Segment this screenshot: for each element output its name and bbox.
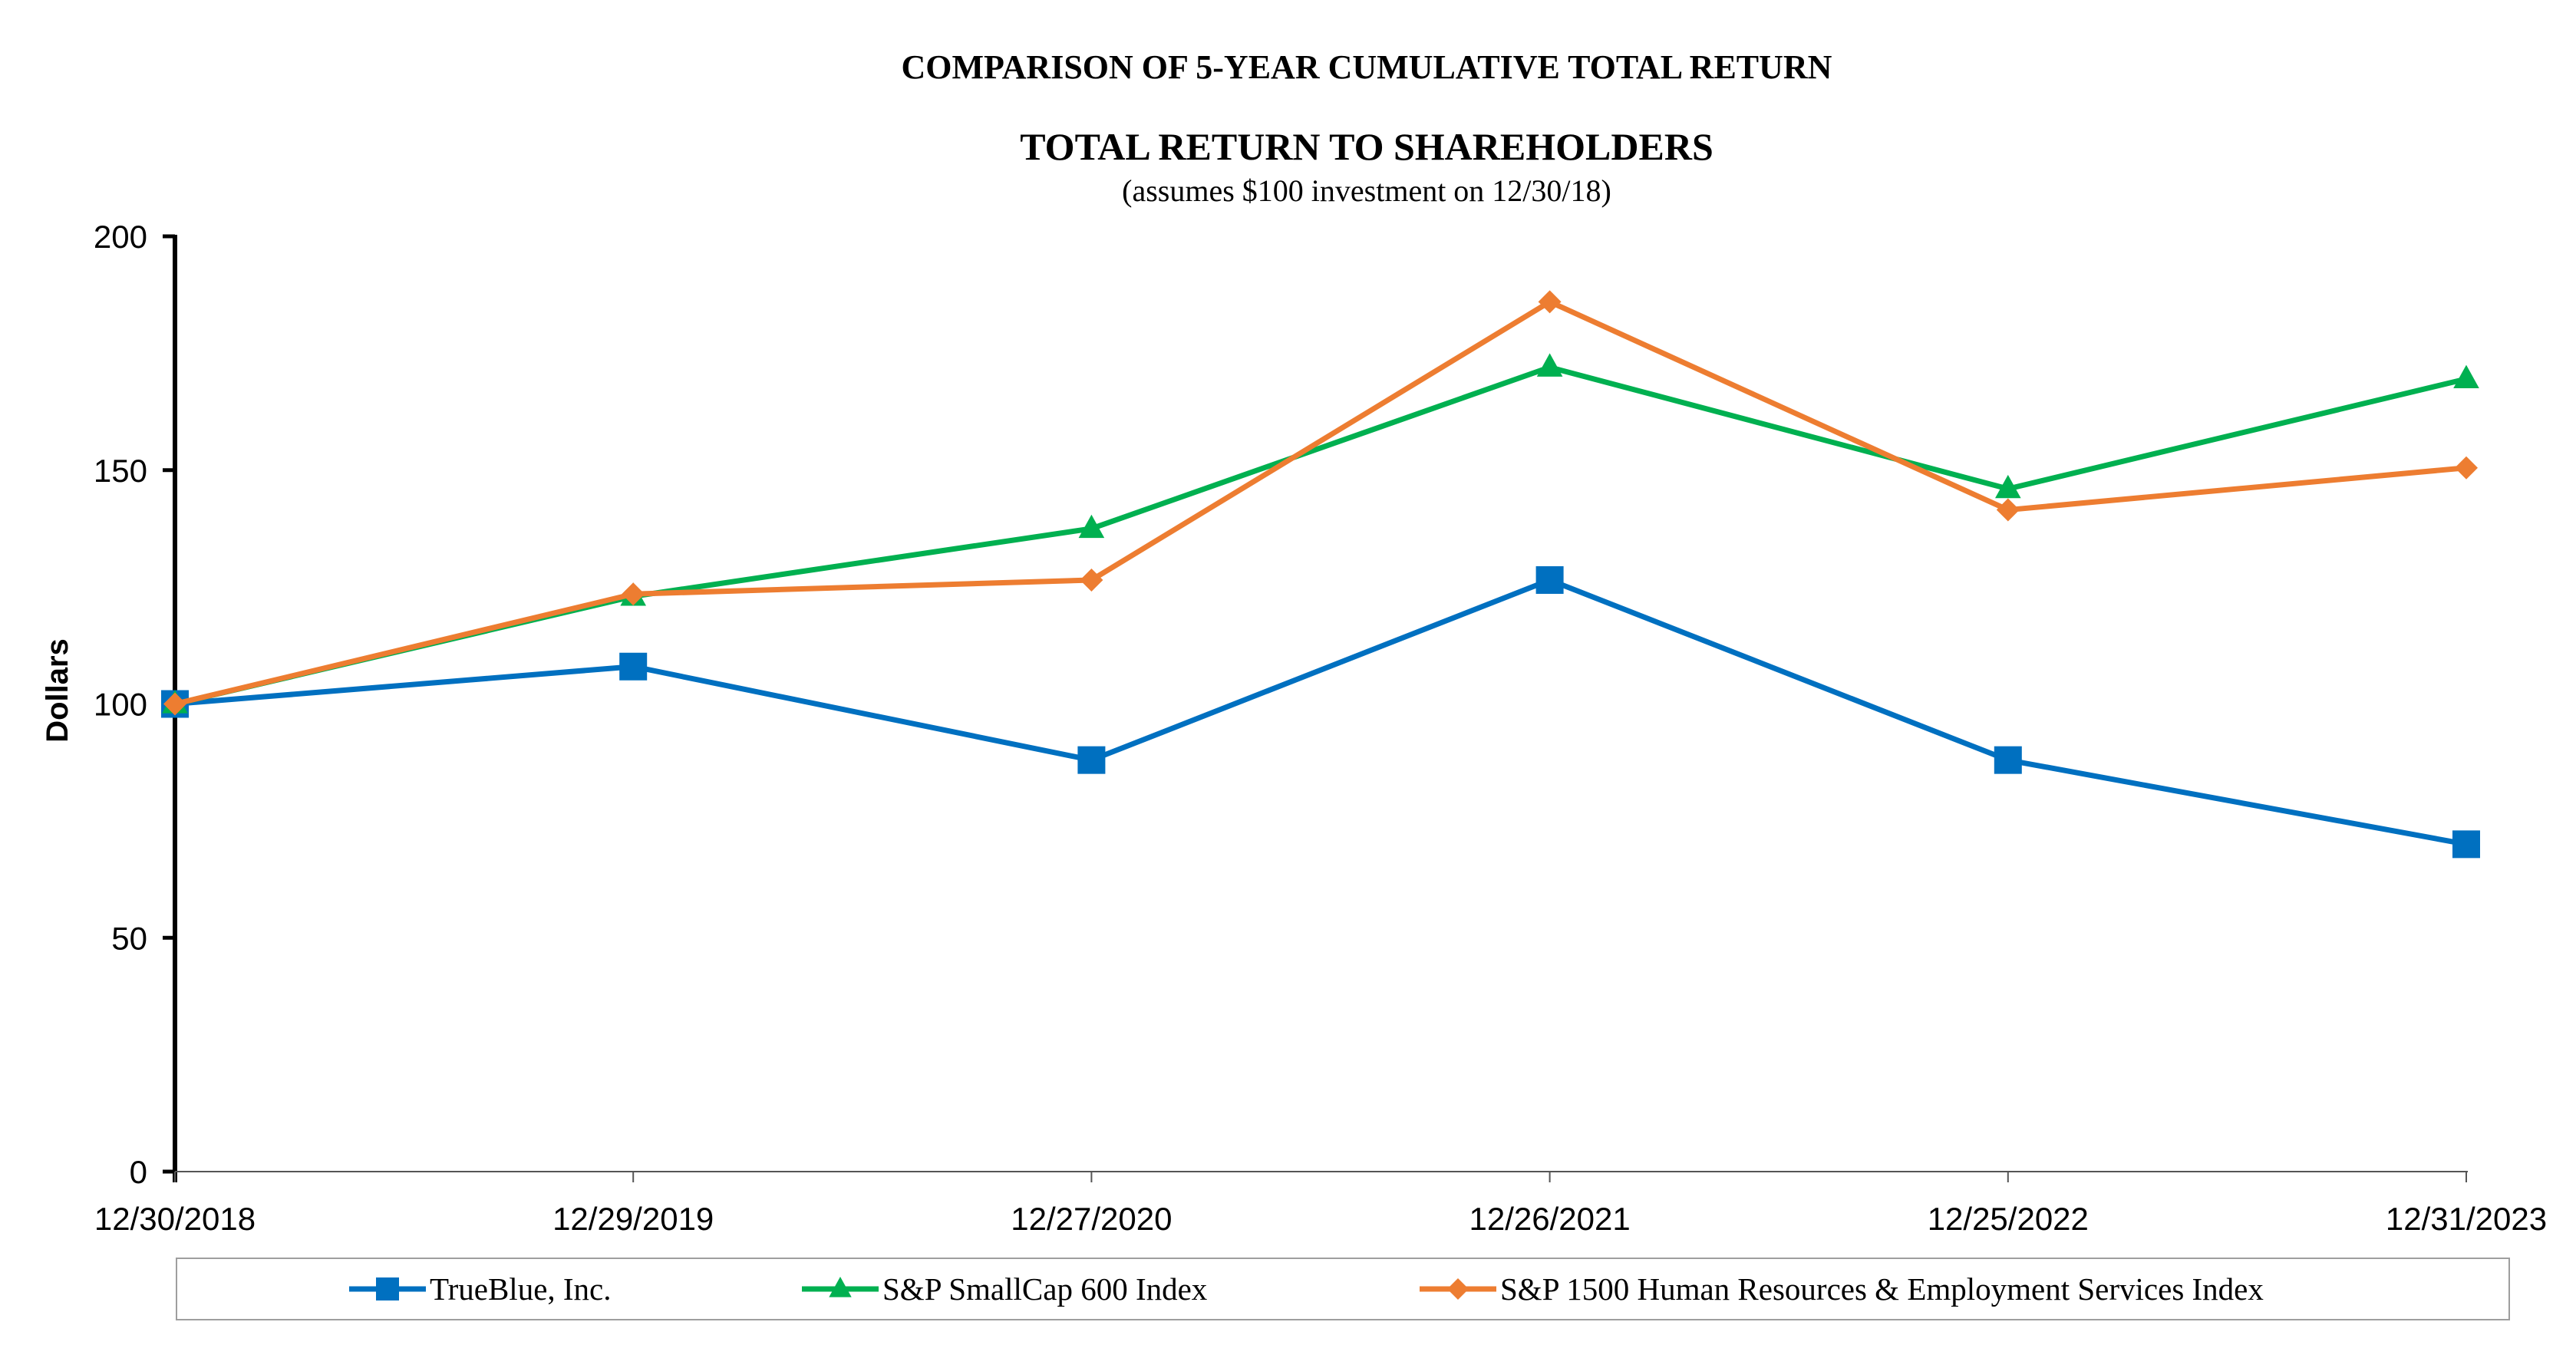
chart-note: (assumes $100 investment on 12/30/18) <box>1122 173 1611 208</box>
x-tick-label: 12/30/2018 <box>94 1201 256 1237</box>
x-tick-label: 12/27/2020 <box>1011 1201 1172 1237</box>
data-point <box>1078 514 1105 539</box>
series-line <box>174 364 2467 707</box>
x-tick-label: 12/29/2019 <box>552 1201 714 1237</box>
series-line <box>174 298 2467 707</box>
data-point <box>2455 456 2478 480</box>
series-layer <box>161 290 2480 859</box>
legend-swatch-marker <box>1447 1278 1469 1300</box>
series-line <box>174 577 2467 847</box>
data-point <box>1994 746 2022 774</box>
legend-label: S&P 1500 Human Resources & Employment Se… <box>1500 1271 2264 1307</box>
x-tick-label: 12/25/2022 <box>1928 1201 2089 1237</box>
data-point <box>1080 568 1103 592</box>
x-tick-label: 12/31/2023 <box>2386 1201 2547 1237</box>
legend-swatch-marker <box>376 1277 399 1300</box>
data-point <box>1535 565 1564 594</box>
chart-title: COMPARISON OF 5-YEAR CUMULATIVE TOTAL RE… <box>902 48 1832 86</box>
chart-subtitle: TOTAL RETURN TO SHAREHOLDERS <box>1020 125 1713 168</box>
legend-item-1: S&P SmallCap 600 Index <box>802 1271 1207 1307</box>
y-tick-label: 100 <box>94 687 147 723</box>
y-tick-label: 200 <box>94 219 147 255</box>
legend-label: TrueBlue, Inc. <box>430 1271 612 1307</box>
data-point <box>1996 498 2020 522</box>
data-point <box>1536 353 1563 377</box>
data-point <box>2453 364 2479 389</box>
data-point <box>1995 474 2021 499</box>
y-tick-label: 0 <box>130 1154 147 1190</box>
data-point <box>619 652 648 681</box>
series-0 <box>161 565 2480 859</box>
x-tick-labels: 12/30/2018 12/29/2019 12/27/2020 12/26/2021… <box>94 1201 2547 1237</box>
legend-label: S&P SmallCap 600 Index <box>882 1271 1207 1307</box>
data-point <box>163 692 186 716</box>
y-axis-label: Dollars <box>41 638 74 743</box>
legend-swatch-marker <box>829 1277 852 1297</box>
legend-item-0: TrueBlue, Inc. <box>349 1271 612 1307</box>
data-point <box>2452 830 2480 859</box>
legend: TrueBlue, Inc. S&P SmallCap 600 Index S&P … <box>176 1258 2510 1320</box>
series-1 <box>162 353 2479 714</box>
y-tick-label: 150 <box>94 453 147 489</box>
data-point <box>1538 290 1562 314</box>
legend-item-2: S&P 1500 Human Resources & Employment Se… <box>1420 1271 2264 1307</box>
y-tick-labels: 0 50 100 150 200 <box>94 219 147 1190</box>
series-2 <box>163 290 2478 716</box>
y-tick-label: 50 <box>111 920 147 956</box>
axes <box>163 234 2468 1182</box>
x-tick-label: 12/26/2021 <box>1469 1201 1630 1237</box>
legend-box <box>176 1258 2510 1320</box>
data-point <box>622 582 645 606</box>
data-point <box>1077 746 1106 774</box>
